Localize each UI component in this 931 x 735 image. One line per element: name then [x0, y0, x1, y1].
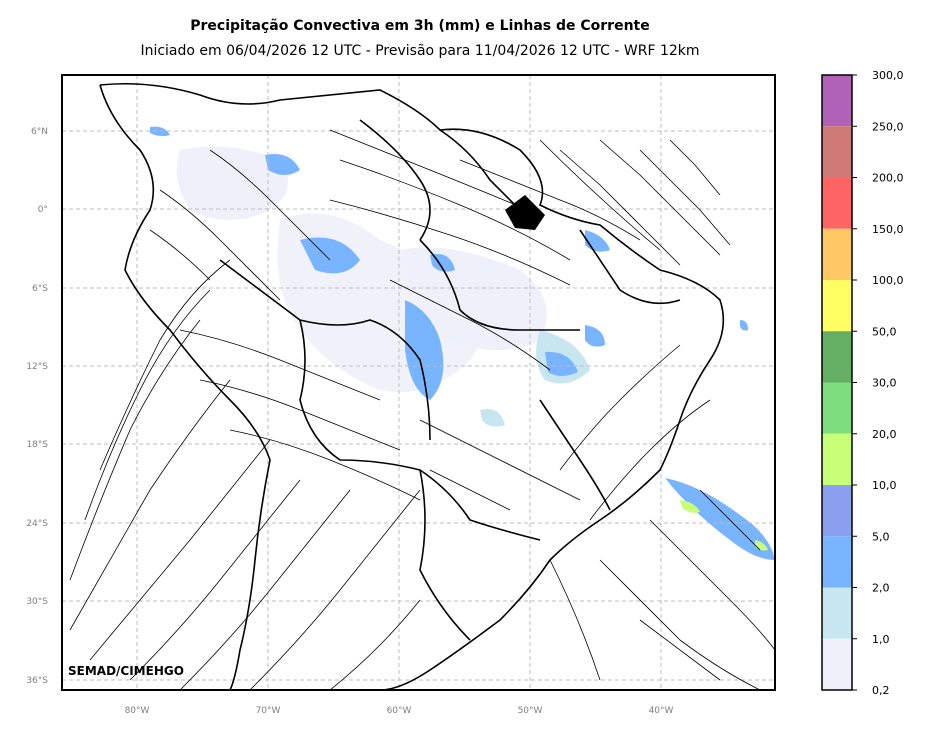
colorbar-label: 30,0: [872, 377, 897, 390]
lat-label: 6°S: [32, 284, 48, 294]
colorbar-segment: [822, 382, 852, 434]
lat-label: 0°: [38, 205, 48, 215]
map-subtitle: Iniciado em 06/04/2026 12 UTC - Previsão…: [140, 43, 700, 59]
latitude-labels: 6°N 0° 6°S 12°S 18°S 24°S 30°S 36°S: [26, 127, 48, 686]
colorbar-label: 300,0: [872, 69, 904, 82]
lat-label: 12°S: [26, 362, 48, 372]
colorbar-label: 200,0: [872, 172, 904, 185]
longitude-labels: 80°W 70°W 60°W 50°W 40°W: [125, 706, 674, 716]
country-borders: [99, 82, 725, 690]
colorbar-label: 1,0: [872, 633, 890, 646]
lat-label: 24°S: [26, 519, 48, 529]
colorbar-label: 50,0: [872, 325, 897, 338]
colorbar-segment: [822, 536, 852, 588]
precipitation-shading: [150, 126, 775, 560]
lat-label: 6°N: [31, 127, 48, 137]
colorbar-segment: [822, 228, 852, 280]
colorbar-segment: [822, 331, 852, 383]
colorbar-label: 2,0: [872, 582, 890, 595]
lat-label: 30°S: [26, 597, 48, 607]
colorbar-label: 10,0: [872, 479, 897, 492]
lat-label: 18°S: [26, 440, 48, 450]
colorbar-label: 20,0: [872, 428, 897, 441]
lon-label: 40°W: [649, 706, 674, 716]
lon-label: 80°W: [125, 706, 150, 716]
map-title: Precipitação Convectiva em 3h (mm) e Lin…: [190, 18, 650, 34]
colorbar-segment: [822, 280, 852, 332]
lat-label: 36°S: [26, 676, 48, 686]
colorbar-segment: [822, 75, 852, 127]
map-frame: [61, 74, 776, 691]
colorbar-label: 0,2: [872, 684, 890, 697]
colorbar-label: 150,0: [872, 223, 904, 236]
colorbar-segment: [822, 638, 852, 690]
colorbar-segment: [822, 433, 852, 485]
colorbar-segment: [822, 177, 852, 229]
colorbar-label: 5,0: [872, 530, 890, 543]
streamlines: [69, 129, 775, 690]
colorbar-segment: [822, 126, 852, 178]
marajo-island: [505, 195, 545, 230]
lon-label: 50°W: [518, 706, 543, 716]
colorbar-segment: [822, 587, 852, 639]
colorbar-label: 100,0: [872, 274, 904, 287]
lon-label: 60°W: [387, 706, 412, 716]
credit-label: SEMAD/CIMEHGO: [68, 664, 184, 678]
colorbar-label: 250,0: [872, 120, 904, 133]
colorbar-segment: [822, 485, 852, 537]
colorbar: 300,0 250,0 200,0 150,0 100,0 50,0 30,0 20,0 10,…: [821, 69, 904, 697]
lon-label: 70°W: [256, 706, 281, 716]
